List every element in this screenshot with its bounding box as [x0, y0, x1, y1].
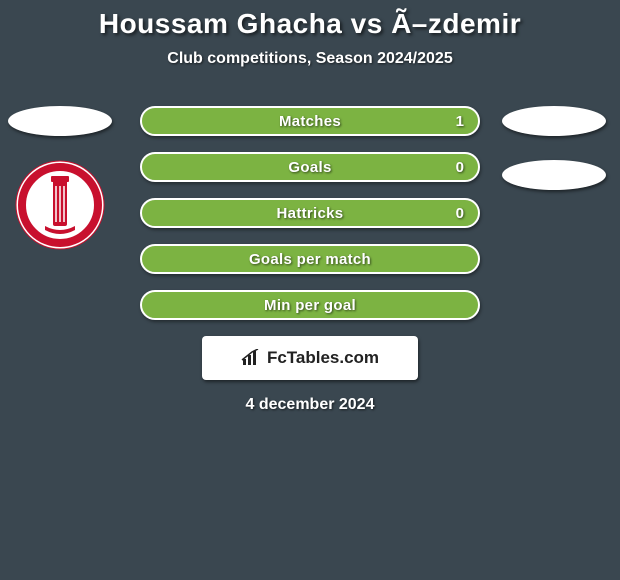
stats-area: Matches 1 Goals 0 Hattricks 0 Goals per … — [0, 106, 620, 320]
footer-date: 4 december 2024 — [0, 396, 620, 414]
left-player-column — [8, 106, 118, 250]
left-player-photo-placeholder — [8, 106, 112, 136]
stat-value-right: 1 — [456, 113, 464, 130]
right-player-column — [502, 106, 612, 214]
stat-label: Goals — [288, 159, 331, 176]
stat-label: Matches — [279, 113, 341, 130]
page-subtitle: Club competitions, Season 2024/2025 — [0, 50, 620, 68]
right-player-club-placeholder — [502, 160, 606, 190]
stat-label: Min per goal — [264, 297, 356, 314]
stat-label: Goals per match — [249, 251, 371, 268]
brand-badge[interactable]: FcTables.com — [202, 336, 418, 380]
stat-row-goals-per-match: Goals per match — [140, 244, 480, 274]
stat-row-goals: Goals 0 — [140, 152, 480, 182]
stat-row-hattricks: Hattricks 0 — [140, 198, 480, 228]
bar-chart-icon — [241, 349, 263, 367]
stat-label: Hattricks — [277, 205, 344, 222]
right-player-photo-placeholder — [502, 106, 606, 136]
stat-row-matches: Matches 1 — [140, 106, 480, 136]
main-container: Houssam Ghacha vs Ã–zdemir Club competit… — [0, 0, 620, 414]
stat-value-right: 0 — [456, 159, 464, 176]
left-player-club-logo — [15, 160, 105, 250]
stat-value-right: 0 — [456, 205, 464, 222]
page-title: Houssam Ghacha vs Ã–zdemir — [0, 8, 620, 40]
brand-text: FcTables.com — [267, 348, 379, 368]
stat-row-min-per-goal: Min per goal — [140, 290, 480, 320]
